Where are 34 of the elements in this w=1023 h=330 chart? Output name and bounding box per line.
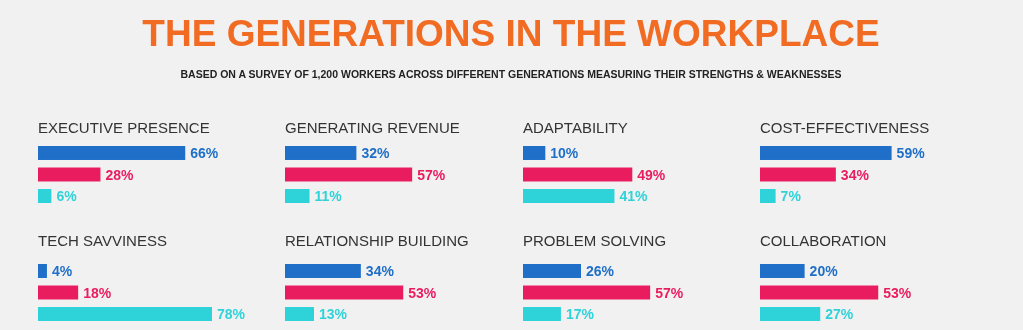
data-label: 7% (780, 188, 802, 205)
text: THE GENERATIONS IN THE WORKPLACE (142, 13, 880, 54)
chart-title: COLLABORATION (760, 232, 887, 249)
data-label: 11% (314, 188, 343, 205)
chart-title: PROBLEM SOLVING (523, 232, 667, 249)
data-label: 59% (896, 145, 926, 162)
chart-title: TECH SAVVINESS (38, 232, 167, 249)
data-label: 53% (883, 284, 912, 301)
data-label: 27% (825, 306, 854, 323)
data-label: 18% (83, 284, 112, 301)
data-label: 13% (319, 306, 348, 323)
data-label: 34% (840, 166, 870, 183)
data-label: 66% (190, 145, 219, 162)
data-label: 26% (586, 263, 615, 280)
chart-title: RELATIONSHIP BUILDING (285, 232, 469, 249)
data-label: 4% (51, 263, 73, 280)
data-label: 6% (56, 188, 78, 205)
data-label: 49% (637, 166, 666, 183)
data-label: 10% (550, 145, 579, 162)
chart-title: COST-EFFECTIVENESS (760, 119, 930, 136)
data-label: 57% (655, 284, 684, 301)
data-label: 28% (105, 166, 135, 183)
data-label: 34% (365, 263, 395, 280)
data-label: 53% (408, 284, 437, 301)
text: BASED ON A SURVEY OF 1,200 WORKERS ACROSS DIFFERENT GENERATIONS MEASURING THEIR STRENGTHS & WEAKNESSES (180, 68, 842, 80)
chart-title: GENERATING REVENUE (285, 119, 460, 136)
chart-title: EXECUTIVE PRESENCE (38, 119, 210, 136)
data-label: 32% (361, 145, 390, 162)
data-label: 57% (417, 166, 446, 183)
data-label: 78% (217, 306, 246, 323)
data-label: 17% (565, 306, 595, 323)
chart-title: ADAPTABILITY (523, 119, 628, 136)
data-label: 41% (619, 188, 649, 205)
data-label: 20% (809, 263, 839, 280)
